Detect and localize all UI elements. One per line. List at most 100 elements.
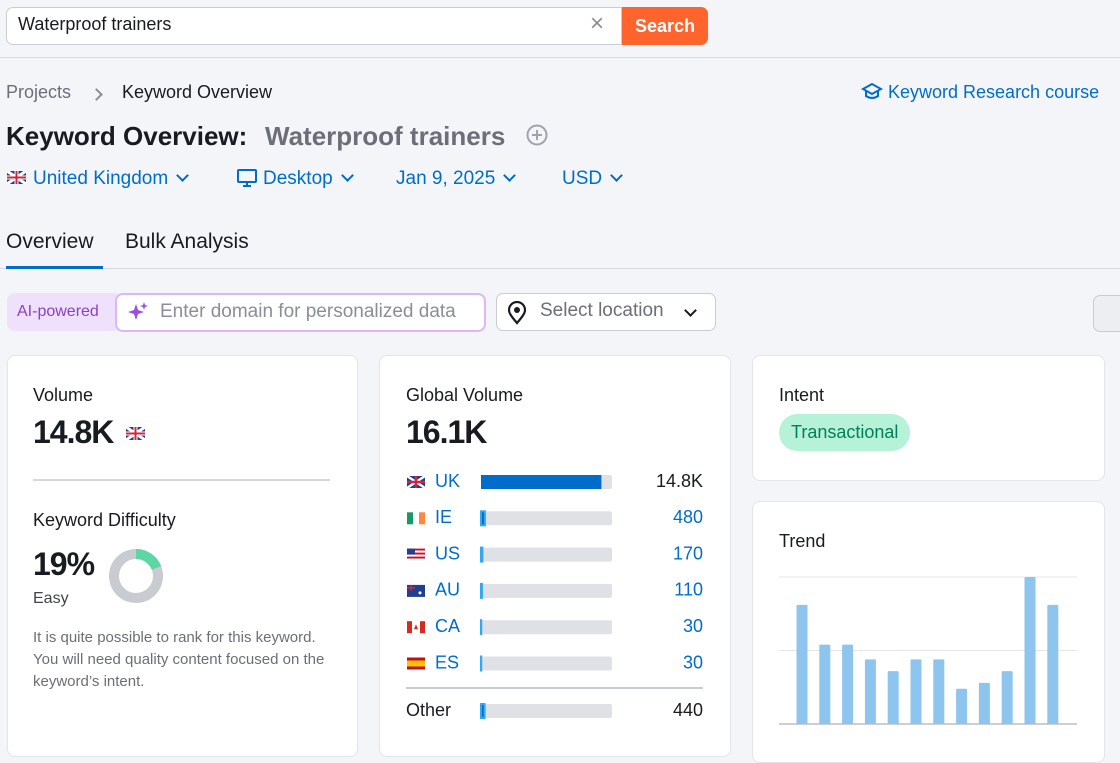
volume-label: Volume (33, 385, 93, 406)
trend-bar (842, 645, 853, 724)
country-code: IE (435, 507, 452, 527)
country-code: UK (435, 471, 460, 491)
flag (420, 621, 425, 633)
sparkle-icon (127, 301, 149, 323)
country-code: AU (435, 580, 460, 600)
trend-bar (819, 645, 830, 724)
kd-description: It is quite possible to rank for this ke… (33, 627, 333, 693)
search-button[interactable]: Search (622, 7, 708, 45)
country-code: US (435, 543, 460, 563)
volume-value: 14.8K (656, 471, 703, 491)
search-query: Waterproof trainers (18, 14, 171, 35)
intent-pill: Transactional (779, 414, 910, 451)
course-icon (861, 82, 883, 102)
volume-track (481, 704, 612, 718)
volume-track (481, 584, 612, 598)
country-row: UK 14.8K (407, 471, 703, 491)
volume-bar (481, 511, 485, 525)
breadcrumb-separator (90, 88, 103, 101)
flag (407, 585, 425, 597)
global-volume-label: Global Volume (406, 385, 523, 406)
country-row: AU 110 (407, 580, 703, 600)
divider (0, 57, 1120, 58)
trend-bar (933, 659, 944, 724)
trend-bar (1002, 671, 1013, 724)
course-link[interactable]: Keyword Research course (888, 82, 1099, 103)
volume-track (481, 511, 612, 525)
breadcrumb-current: Keyword Overview (122, 82, 272, 103)
country-row: Other 440 (406, 700, 703, 720)
volume-bar (481, 475, 601, 489)
volume-value: 14.8K (33, 414, 113, 451)
title-prefix: Keyword Overview: (6, 121, 247, 152)
flag (407, 555, 425, 557)
volume-track (481, 620, 612, 634)
ai-badge-text: AI-powered (17, 303, 99, 321)
volume-bar (481, 704, 485, 718)
volume-value: 30 (683, 652, 703, 672)
filter-database[interactable]: United Kingdom (33, 168, 187, 190)
trend-bar (865, 659, 876, 724)
volume-value: 110 (674, 580, 703, 600)
trend-bar (979, 683, 990, 724)
flag (413, 512, 419, 524)
kd-donut (106, 546, 166, 606)
country-code: ES (435, 652, 459, 672)
volume-value: 480 (673, 507, 703, 527)
kd-level: Easy (33, 590, 69, 608)
flag (407, 557, 425, 559)
kd-label: Keyword Difficulty (33, 510, 176, 531)
filter-label: Jan 9, 2025 (396, 168, 495, 189)
volume-value: 170 (673, 543, 703, 563)
country-row: IE 480 (407, 507, 703, 527)
volume-value: 30 (683, 616, 703, 636)
card-divider (33, 479, 330, 481)
intent-label: Intent (779, 385, 824, 406)
refresh-button[interactable] (1093, 295, 1120, 332)
country-code: Other (406, 700, 451, 720)
trend-bar (1025, 577, 1036, 724)
flag-uk (126, 427, 145, 440)
pin-icon (507, 301, 527, 325)
clear-button[interactable]: × (590, 10, 604, 38)
location-placeholder: Select location (540, 300, 664, 322)
page: Waterproof trainers × Search Projects Ke… (0, 0, 1120, 734)
volume-value: 440 (673, 700, 703, 720)
volume-bar (481, 584, 482, 598)
tab-indicator (6, 266, 103, 269)
flag (407, 512, 413, 524)
title-keyword: Waterproof trainers (265, 121, 505, 152)
filter-date[interactable]: Jan 9, 2025 (396, 168, 514, 190)
tabs-divider (0, 268, 1120, 269)
flag (419, 512, 425, 524)
desktop-icon (236, 168, 258, 188)
filter-device[interactable]: Desktop (263, 168, 352, 190)
trend-chart (752, 560, 1102, 734)
filter-label: USD (562, 168, 602, 189)
global-volume-value: 16.1K (406, 414, 486, 451)
breadcrumb-link[interactable]: Projects (6, 82, 71, 103)
trend-label: Trend (779, 531, 825, 552)
volume-bar (481, 548, 482, 562)
volume-track (481, 548, 612, 562)
flag (407, 661, 425, 667)
tab[interactable]: Bulk Analysis (125, 230, 249, 254)
country-row: US 170 (407, 543, 703, 563)
flag (407, 559, 425, 561)
tab-active[interactable]: Overview (6, 230, 94, 254)
trend-bar (797, 605, 808, 724)
trend-bar (956, 689, 967, 724)
filter-label: Desktop (263, 168, 333, 189)
country-row: ES 30 (407, 652, 703, 672)
flag (407, 621, 412, 633)
add-icon[interactable] (526, 124, 548, 146)
trend-bar (888, 671, 899, 724)
trend-bar (1047, 605, 1058, 724)
flag-uk (7, 171, 26, 184)
filter-label: United Kingdom (33, 168, 168, 189)
flag (419, 591, 422, 594)
filter-currency[interactable]: USD (562, 168, 621, 190)
volume-track (481, 657, 612, 671)
